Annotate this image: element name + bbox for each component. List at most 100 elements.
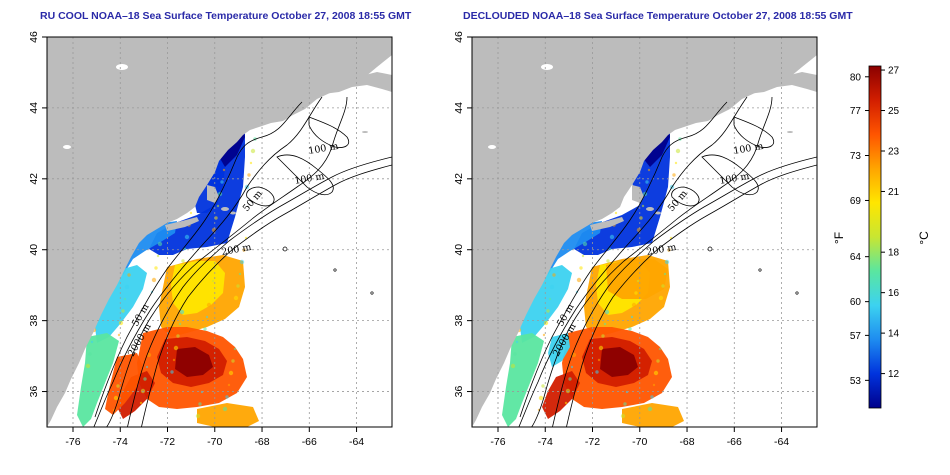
sst-speckle-right — [564, 401, 568, 405]
colorbar-f-tick-label: 60 — [850, 297, 862, 308]
contour-label-right: 100 m — [733, 141, 765, 157]
sst-speckle-right — [568, 377, 572, 381]
y-tick-label-right: 46 — [453, 31, 465, 43]
sst-speckle-right — [650, 395, 654, 399]
sst-speckle-right — [570, 365, 574, 369]
sst-patch-right — [502, 333, 544, 427]
sst-speckle-left — [116, 384, 120, 388]
sst-speckle-right — [647, 406, 653, 412]
sst-speckle-left — [178, 322, 182, 326]
sst-speckle-left — [170, 370, 174, 374]
sst-speckle-right — [608, 247, 612, 251]
sst-speckle-right — [576, 277, 582, 283]
sst-speckle-left — [154, 266, 158, 270]
sst-speckle-right — [542, 333, 546, 337]
sst-speckle-left — [184, 234, 190, 240]
sst-speckle-right — [661, 284, 665, 288]
x-tick-label-left: -72 — [160, 436, 175, 448]
sst-speckle-right — [674, 161, 678, 165]
colorbar-c-tick-label: 25 — [888, 106, 900, 117]
sst-speckle-left — [211, 279, 215, 283]
sst-speckle-left — [238, 272, 242, 276]
sst-speckle-right — [543, 320, 549, 326]
sst-patch-left — [77, 333, 119, 427]
colorbar-c-tick-label: 18 — [888, 248, 900, 259]
y-tick-label-left: 42 — [28, 173, 40, 185]
sst-speckle-left — [227, 383, 231, 387]
sst-speckle-right — [606, 259, 610, 263]
panel-title-left: RU COOL NOAA–18 Sea Surface Temperature … — [40, 10, 412, 22]
sst-patch-left — [175, 347, 213, 377]
grid-left — [47, 37, 392, 427]
x-tick-label-right: -70 — [632, 436, 647, 448]
sst-speckle-right — [548, 297, 552, 301]
sst-speckle-left — [222, 168, 226, 172]
sst-speckle-right — [510, 363, 516, 369]
sst-speckle-right — [623, 402, 627, 406]
sst-speckle-right — [597, 358, 601, 362]
sst-speckle-left — [145, 365, 149, 369]
colorbar-c-tick-label: 27 — [888, 66, 900, 77]
colorbar-c-tick-label: 14 — [888, 329, 900, 340]
sst-speckle-left — [123, 297, 127, 301]
sst-speckle-left — [85, 363, 91, 369]
colorbar-c-tick-label: 12 — [888, 369, 900, 380]
sst-speckle-right — [645, 180, 649, 184]
y-tick-label-left: 44 — [28, 102, 40, 114]
sst-speckle-left — [151, 277, 157, 283]
sst-speckle-left — [183, 247, 187, 251]
sst-speckle-left — [206, 302, 212, 308]
sst-speckle-right — [571, 352, 577, 358]
colorbar-c-tick-label: 21 — [888, 187, 900, 198]
sst-speckle-left — [231, 359, 235, 363]
sst-speckle-left — [146, 352, 152, 358]
sst-speckle-right — [598, 345, 604, 351]
sst-speckle-right — [652, 383, 656, 387]
y-tick-label-left: 38 — [28, 315, 40, 327]
sst-speckle-left — [249, 161, 253, 165]
sst-speckle-left — [222, 406, 228, 412]
sst-speckle-right — [630, 315, 634, 319]
y-tick-label-right: 40 — [453, 244, 465, 256]
grid-right — [472, 37, 817, 427]
contour-label-right: 100 m — [719, 171, 751, 187]
sst-speckle-left — [203, 327, 207, 331]
sst-patch-right — [622, 403, 684, 427]
sst-speckle-right — [609, 234, 615, 240]
sst-speckle-left — [239, 259, 245, 265]
sst-speckle-right — [546, 309, 550, 313]
sst-speckle-left — [173, 345, 179, 351]
sst-speckle-right — [656, 359, 660, 363]
sst-speckle-right — [628, 327, 632, 331]
sst-speckle-left — [139, 401, 143, 405]
sst-speckle-left — [156, 254, 160, 258]
sst-speckle-left — [216, 204, 220, 208]
sst-speckle-left — [233, 295, 239, 301]
panel-title-right: DECLOUDED NOAA–18 Sea Surface Temperatur… — [463, 10, 853, 22]
colorbar-f-tick-label: 53 — [850, 376, 862, 387]
sst-speckle-left — [113, 395, 119, 401]
x-tick-label-right: -68 — [679, 436, 694, 448]
sst-speckle-left — [233, 347, 237, 351]
x-tick-label-left: -76 — [65, 436, 80, 448]
sst-speckle-left — [209, 291, 213, 295]
colorbar-f-tick-label: 80 — [850, 72, 862, 83]
y-tick-label-right: 42 — [453, 173, 465, 185]
colorbar-f-tick-label: 77 — [850, 106, 862, 117]
sst-speckle-left — [220, 180, 224, 184]
x-tick-label-left: -74 — [113, 436, 128, 448]
sst-speckle-right — [549, 284, 555, 290]
sst-speckle-left — [250, 148, 256, 154]
sst-speckle-right — [579, 266, 583, 270]
sst-speckle-left — [157, 241, 163, 247]
sst-speckle-right — [552, 273, 556, 277]
colorbar-f-tick-label: 73 — [850, 151, 862, 162]
colorbar — [868, 65, 882, 409]
sst-speckle-right — [636, 279, 640, 283]
sst-speckle-right — [565, 388, 571, 394]
sst-speckle-right — [653, 370, 659, 376]
contour-label-left: 100 m — [308, 141, 340, 157]
sst-speckle-right — [581, 254, 585, 258]
